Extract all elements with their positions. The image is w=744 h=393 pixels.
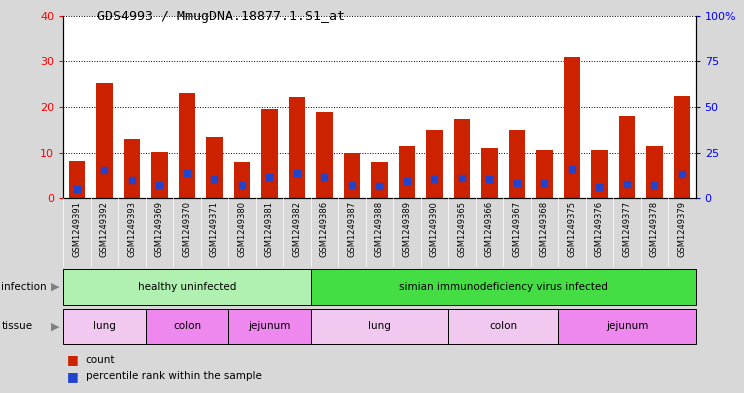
Text: GSM1249365: GSM1249365 — [458, 201, 466, 257]
Bar — [344, 153, 360, 198]
Text: percentile rank within the sample: percentile rank within the sample — [86, 371, 261, 382]
Text: healthy uninfected: healthy uninfected — [138, 282, 236, 292]
Text: lung: lung — [93, 321, 116, 331]
Text: simian immunodeficiency virus infected: simian immunodeficiency virus infected — [399, 282, 608, 292]
Text: GSM1249369: GSM1249369 — [155, 201, 164, 257]
Point — [208, 176, 220, 182]
Bar — [454, 119, 470, 198]
Bar — [68, 161, 86, 198]
Text: GSM1249393: GSM1249393 — [127, 201, 136, 257]
Point — [566, 166, 578, 173]
Bar — [151, 152, 167, 198]
Point — [484, 176, 496, 182]
Point — [98, 167, 110, 173]
Bar — [509, 130, 525, 198]
Bar — [206, 137, 222, 198]
Bar — [564, 57, 580, 198]
Point — [346, 182, 358, 188]
Text: ▶: ▶ — [51, 282, 59, 292]
Bar — [536, 151, 553, 198]
Text: GSM1249380: GSM1249380 — [237, 201, 246, 257]
Text: GSM1249367: GSM1249367 — [513, 201, 522, 257]
Text: GDS4993 / MmugDNA.18877.1.S1_at: GDS4993 / MmugDNA.18877.1.S1_at — [97, 10, 344, 23]
Point — [71, 186, 83, 193]
Text: GSM1249370: GSM1249370 — [182, 201, 191, 257]
Text: ▶: ▶ — [51, 321, 59, 331]
Text: GSM1249376: GSM1249376 — [595, 201, 604, 257]
Text: GSM1249371: GSM1249371 — [210, 201, 219, 257]
Point — [429, 176, 440, 182]
Point — [621, 181, 633, 187]
Text: tissue: tissue — [1, 321, 33, 331]
Text: GSM1249368: GSM1249368 — [540, 201, 549, 257]
Point — [373, 182, 385, 189]
Bar — [619, 116, 635, 198]
Bar — [481, 148, 498, 198]
Text: lung: lung — [368, 321, 391, 331]
Point — [291, 170, 303, 176]
Point — [511, 180, 523, 186]
Bar — [316, 112, 333, 198]
Point — [401, 177, 413, 184]
Text: GSM1249388: GSM1249388 — [375, 201, 384, 257]
Point — [676, 171, 688, 177]
Text: GSM1249392: GSM1249392 — [100, 201, 109, 257]
Bar — [228, 309, 311, 344]
Text: GSM1249390: GSM1249390 — [430, 201, 439, 257]
Text: count: count — [86, 354, 115, 365]
Bar — [63, 269, 311, 305]
Bar — [426, 130, 443, 198]
Text: GSM1249387: GSM1249387 — [347, 201, 356, 257]
Bar — [289, 97, 305, 198]
Bar — [234, 162, 250, 198]
Bar — [558, 309, 696, 344]
Text: GSM1249386: GSM1249386 — [320, 201, 329, 257]
Text: GSM1249375: GSM1249375 — [568, 201, 577, 257]
Text: GSM1249377: GSM1249377 — [623, 201, 632, 257]
Point — [456, 175, 468, 182]
Bar — [63, 309, 146, 344]
Text: colon: colon — [489, 321, 517, 331]
Point — [153, 182, 165, 188]
Text: ■: ■ — [67, 370, 79, 383]
Point — [594, 184, 606, 190]
Point — [649, 182, 661, 188]
Point — [126, 176, 138, 183]
Text: GSM1249382: GSM1249382 — [292, 201, 301, 257]
Bar — [591, 151, 608, 198]
Bar — [96, 83, 113, 198]
Text: GSM1249381: GSM1249381 — [265, 201, 274, 257]
Bar — [261, 109, 278, 198]
Bar — [124, 139, 140, 198]
Point — [181, 170, 193, 176]
Bar — [399, 146, 415, 198]
Text: GSM1249389: GSM1249389 — [403, 201, 411, 257]
Text: jejunum: jejunum — [248, 321, 291, 331]
Bar — [448, 309, 558, 344]
Text: GSM1249366: GSM1249366 — [485, 201, 494, 257]
Bar — [311, 309, 448, 344]
Bar — [311, 269, 696, 305]
Bar — [179, 94, 195, 198]
Text: jejunum: jejunum — [606, 321, 648, 331]
Text: infection: infection — [1, 282, 47, 292]
Point — [539, 180, 551, 186]
Text: ■: ■ — [67, 353, 79, 366]
Text: GSM1249379: GSM1249379 — [677, 201, 687, 257]
Bar — [673, 95, 690, 198]
Bar — [371, 162, 388, 198]
Text: GSM1249378: GSM1249378 — [650, 201, 659, 257]
Point — [263, 173, 275, 180]
Bar — [646, 146, 663, 198]
Point — [318, 174, 330, 181]
Text: GSM1249391: GSM1249391 — [72, 201, 82, 257]
Point — [236, 182, 248, 188]
Bar — [146, 309, 228, 344]
Text: colon: colon — [173, 321, 201, 331]
